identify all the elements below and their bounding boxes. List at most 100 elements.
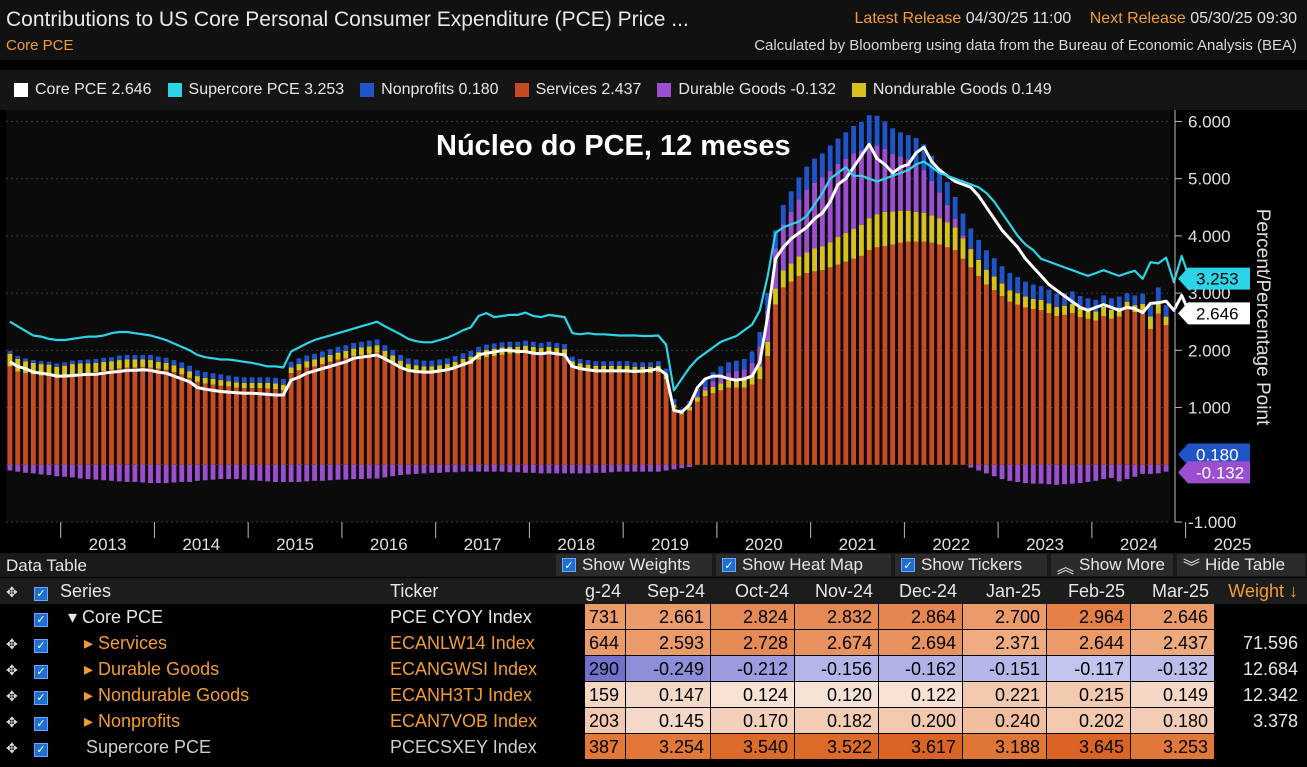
bar-nondurable-goods [38,364,44,376]
column-header-weight[interactable]: Weight ↓ [1228,581,1298,601]
table-toolbar: Data Table ✓ Show Weights ✓ Show Heat Map … [0,553,1307,577]
row-checkbox[interactable]: ✓ [34,708,54,734]
bar-durable-goods [1054,464,1060,485]
column-header-month[interactable]: Jan-25 [985,581,1041,601]
bar-durable-goods [952,218,958,228]
bar-nondurable-goods [866,218,872,251]
bar-nondurable-goods [296,364,302,371]
pin-icon[interactable]: ✥ [6,740,18,756]
column-header-ticker[interactable]: Ticker [390,581,439,601]
column-header-month[interactable]: Dec-24 [898,581,957,601]
pin-icon[interactable]: ✥ [6,714,18,730]
bar-services [624,372,630,465]
bar-durable-goods [23,464,28,473]
legend-nonprofits[interactable]: Nonprofits 0.180 [360,81,499,99]
column-header-month[interactable]: Mar-25 [1151,581,1209,601]
show-heat-map-toggle[interactable]: ✓ Show Heat Map [716,554,891,576]
chart-plot[interactable]: 6.0005.0004.0003.0002.0001.000-1.0003.25… [0,110,1307,553]
bar-nondurable-goods [694,397,700,402]
column-header-month[interactable]: Nov-24 [814,581,873,601]
table-row[interactable]: ✥ ✓ ▸ Nonprofits ECAN7VOB Index 203 0.145 0.17… [0,708,1307,734]
bar-durable-goods [132,464,138,482]
table-row[interactable]: ✓ ▾ Core PCE PCE CYOY Index 731 2.661 2.824 2.… [0,604,1307,630]
pin-icon[interactable]: ✥ [6,636,18,652]
bar-durable-goods [62,464,68,477]
checkbox-checked-icon: ✓ [562,558,576,572]
table-row[interactable]: ✥ ✓ Supercore PCE PCECSXEY Index 387 3.254 3.5… [0,734,1307,760]
column-header-month[interactable]: Sep-24 [646,581,705,601]
column-header-month[interactable]: g-24 [585,581,622,601]
table-row[interactable]: ✥ ✓ ▸ Durable Goods ECANGWSI Index 290 -0.249… [0,656,1307,682]
table-row[interactable]: ✥ ✓ ▸ Services ECANLW14 Index 644 2.593 2.728 2… [0,630,1307,656]
bar-services [54,377,60,465]
release-info: Latest Release 04/30/25 11:00 Next Relea… [855,10,1297,28]
show-more-button[interactable]: ︽ Show More [1051,554,1173,577]
bar-nondurable-goods [437,365,442,373]
series-name: ▸ Services [84,633,168,653]
bar-services [851,258,857,465]
bar-durable-goods [655,464,661,472]
value-cell: 0.180 [1131,708,1215,734]
bar-services [593,372,599,465]
bar-nonprofits [476,346,482,353]
bar-services [249,388,255,465]
bar-durable-goods [1030,464,1036,484]
bar-nondurable-goods [132,359,138,368]
row-checkbox[interactable]: ✓ [34,630,54,656]
row-checkbox[interactable]: ✓ [34,734,54,760]
bar-services [968,267,974,465]
bar-services [1046,313,1052,465]
column-header-month[interactable]: Feb-25 [1067,581,1125,601]
bar-durable-goods [1124,464,1130,480]
bar-nonprofits [944,182,950,205]
series-ticker: PCECSXEY Index [390,737,537,757]
show-weights-toggle[interactable]: ✓ Show Weights [556,554,712,576]
show-tickers-label: Show Tickers [921,555,1023,574]
show-tickers-toggle[interactable]: ✓ Show Tickers [895,554,1047,576]
row-checkbox[interactable]: ✓ [34,656,54,682]
bar-nonprofits [1101,295,1107,307]
bar-nonprofits [429,360,435,367]
select-all-checkbox[interactable]: ✓ [34,578,54,604]
column-header-series[interactable]: Series [60,581,112,601]
table-row[interactable]: ✥ ✓ ▸ Nondurable Goods ECANH3TJ Index 159 0.1… [0,682,1307,708]
bar-services [187,377,193,465]
bar-nondurable-goods [109,361,114,370]
bar-durable-goods [304,464,310,482]
legend-nondurable-goods[interactable]: Nondurable Goods 0.149 [851,81,1052,99]
bar-durable-goods [484,464,489,472]
bar-nonprofits [249,377,255,383]
bar-services [655,372,661,465]
bar-nonprofits [187,365,193,372]
legend-durable-goods[interactable]: Durable Goods -0.132 [657,81,836,99]
column-header-month[interactable]: Oct-24 [734,581,789,601]
row-checkbox[interactable]: ✓ [34,682,54,708]
bar-services [218,385,224,465]
bar-durable-goods [1085,464,1091,482]
bar-nonprofits [1069,291,1075,304]
bar-nondurable-goods [1054,306,1060,316]
row-checkbox[interactable]: ✓ [34,604,54,630]
bar-nonprofits [780,204,786,225]
bar-nondurable-goods [773,288,778,305]
bar-nondurable-goods [413,365,419,373]
bar-nonprofits [101,357,107,362]
bar-nonprofits [374,339,380,346]
hide-table-button[interactable]: ︾ Hide Table [1177,554,1305,577]
bar-services [546,353,552,465]
checkbox-checked-icon: ✓ [901,558,915,572]
bar-services [405,370,411,465]
bar-nonprofits [741,358,747,370]
pin-icon[interactable]: ✥ [6,662,18,678]
bar-services [741,387,747,465]
bar-nonprofits [1023,281,1028,297]
bar-services [202,383,208,465]
legend-supercore-pce[interactable]: Supercore PCE 3.253 [167,81,344,99]
bar-durable-goods [179,464,185,482]
legend-services[interactable]: Services 2.437 [514,81,641,99]
next-release-value: 05/30/25 09:30 [1190,10,1297,27]
legend-core-pce[interactable]: Core PCE 2.646 [14,81,152,99]
pin-icon[interactable]: ✥ [6,688,18,704]
bar-durable-goods [234,464,239,480]
bar-nonprofits [327,349,333,355]
